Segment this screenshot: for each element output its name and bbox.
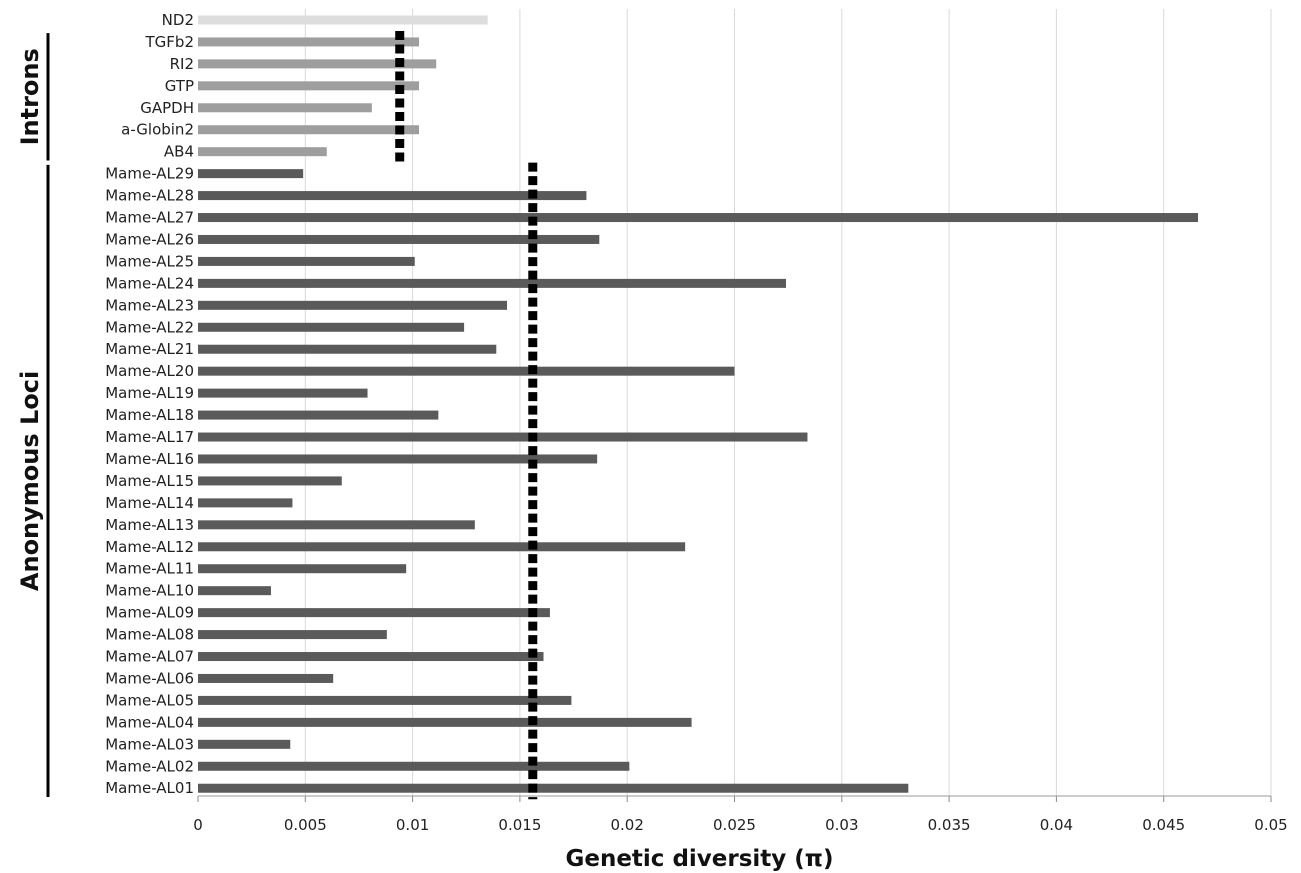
x-tick-label: 0.045 [1142,816,1185,834]
category-label: Mame-AL08 [105,626,194,644]
category-label: Mame-AL06 [105,669,194,687]
category-label: Mame-AL29 [105,165,194,183]
bar [198,652,544,662]
category-label: RI2 [170,55,194,73]
bar [198,15,488,25]
group-mean-lines [395,30,538,800]
category-label: Mame-AL05 [105,691,194,709]
category-label: a-Globin2 [121,121,194,139]
bar [198,630,387,640]
bar [198,761,630,771]
x-tick-label: 0.03 [825,816,858,834]
bar [198,717,692,727]
bar [198,476,342,486]
category-label: Mame-AL24 [105,274,194,292]
x-tick-label: 0.005 [284,816,327,834]
bar [198,739,291,749]
x-axis-title: Genetic diversity (π) [565,846,833,872]
x-tick-label: 0.02 [610,816,643,834]
bar [198,695,572,705]
category-label: Mame-AL07 [105,648,194,666]
category-label: Mame-AL10 [105,582,194,600]
category-label: Mame-AL27 [105,209,194,227]
category-label: GTP [165,77,194,95]
bar [198,388,368,398]
category-label: Mame-AL16 [105,450,194,468]
bar [198,278,787,288]
bar [198,520,475,530]
bar [198,366,735,376]
x-tick-label: 0.015 [498,816,541,834]
category-label: Mame-AL04 [105,713,194,731]
category-label: Mame-AL09 [105,604,194,622]
category-label: GAPDH [140,99,194,117]
bar [198,410,439,420]
category-label: Mame-AL26 [105,230,194,248]
category-label: Mame-AL20 [105,362,194,380]
bar [198,783,909,793]
bar [198,191,587,201]
x-tick-label: 0 [193,816,203,834]
bar [198,586,271,596]
category-label: Mame-AL19 [105,384,194,402]
x-axis: 0 0.005 0.01 0.015 0.02 0.025 0.03 0.035 0.04 0.0… [193,795,1288,834]
x-tick-label: 0.01 [396,816,429,834]
bar [198,59,437,69]
x-tick-label: 0.04 [1040,816,1073,834]
category-label: Mame-AL02 [105,757,194,775]
bar [198,673,334,683]
bar [198,147,327,157]
bar [198,454,598,464]
category-label: AB4 [164,143,194,161]
bar [198,213,1199,223]
bar [198,344,497,354]
x-tick-label: 0.05 [1254,816,1287,834]
bar [198,125,420,135]
bars [198,15,1199,793]
bar [198,169,304,179]
bar [198,608,550,618]
category-label: Mame-AL23 [105,296,194,314]
bar [198,564,407,574]
category-label: Mame-AL15 [105,472,194,490]
x-tick-label: 0.035 [928,816,971,834]
bar [198,81,420,91]
category-label: Mame-AL03 [105,735,194,753]
category-label: Mame-AL22 [105,318,194,336]
x-tick-label: 0.025 [713,816,756,834]
category-label: Mame-AL11 [105,560,194,578]
bar [198,37,420,47]
category-label: Mame-AL01 [105,779,194,797]
category-labels: ND2 TGFb2 RI2 GTP GAPDH a-Globin2 AB4 Mame-AL29… [105,11,194,797]
category-label: Mame-AL12 [105,538,194,556]
group-label: Introns [16,48,44,145]
group-brackets: Introns Anonymous Loci [16,33,50,798]
category-label: Mame-AL18 [105,406,194,424]
category-label: Mame-AL25 [105,252,194,270]
bar [198,498,293,508]
category-label: Mame-AL13 [105,516,194,534]
bar [198,234,600,244]
category-label: ND2 [162,11,194,29]
category-label: Mame-AL14 [105,494,194,512]
bar [198,256,415,266]
bar [198,103,372,113]
bar [198,432,808,442]
category-label: Mame-AL21 [105,340,194,358]
category-label: Mame-AL28 [105,187,194,205]
gridlines [304,9,1272,796]
category-label: TGFb2 [145,33,194,51]
group-label: Anonymous Loci [16,371,44,591]
bar [198,322,465,332]
category-label: Mame-AL17 [105,428,194,446]
bar [198,300,508,310]
bar [198,542,686,552]
